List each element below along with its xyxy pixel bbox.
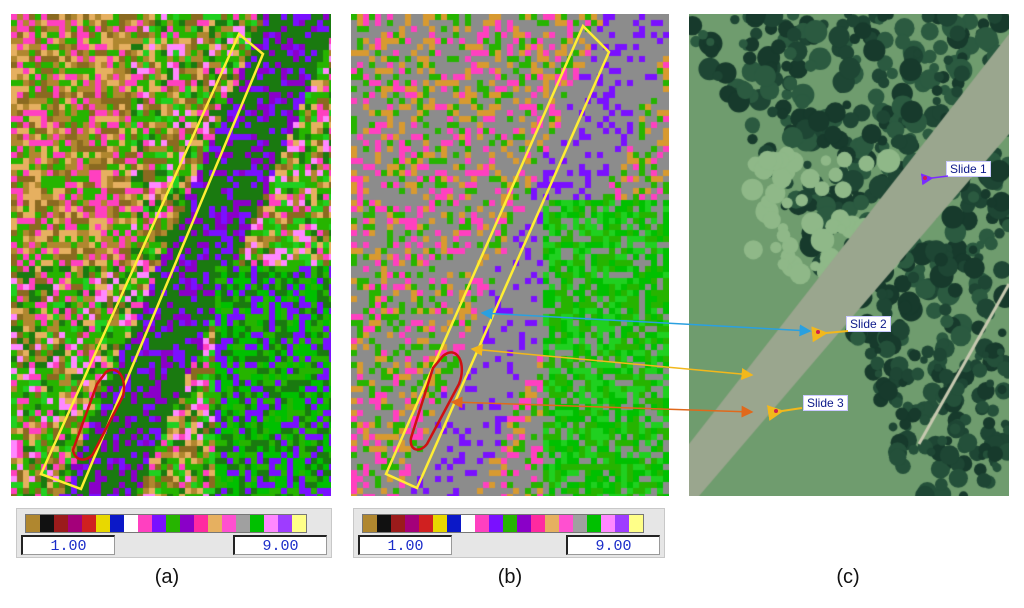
slide-1-marker — [923, 176, 927, 180]
study-strip-boundary — [384, 23, 611, 490]
panel-caption-a: (a) — [154, 566, 180, 588]
study-strip-boundary — [39, 31, 265, 491]
legend-swatch — [629, 515, 643, 532]
legend-swatch — [545, 515, 559, 532]
legend-swatch — [250, 515, 264, 532]
legend-color-strip — [25, 514, 307, 533]
legend-swatch — [40, 515, 54, 532]
arrow-blue — [480, 307, 812, 337]
legend-min-value: 1.00 — [21, 535, 115, 555]
legend-swatch — [222, 515, 236, 532]
color-legend-a: 1.00 9.00 — [16, 508, 332, 558]
legend-swatch — [405, 515, 419, 532]
legend-swatch — [194, 515, 208, 532]
legend-swatch — [391, 515, 405, 532]
legend-swatch — [292, 515, 306, 532]
slide-1-pointer — [920, 173, 949, 186]
panel-caption-b: (b) — [497, 566, 523, 588]
legend-swatch — [615, 515, 629, 532]
legend-swatch — [461, 515, 475, 532]
legend-swatch — [26, 515, 40, 532]
legend-min-value: 1.00 — [358, 535, 452, 555]
aerial-photo: Slide 1 Slide 2 Slide 3 — [689, 14, 1009, 496]
legend-swatch — [124, 515, 138, 532]
legend-swatch — [517, 515, 531, 532]
legend-max-value: 9.00 — [233, 535, 327, 555]
legend-swatch — [110, 515, 124, 532]
legend-swatch — [54, 515, 68, 532]
legend-swatch — [587, 515, 601, 532]
legend-swatch — [138, 515, 152, 532]
legend-swatch — [503, 515, 517, 532]
legend-color-strip — [362, 514, 644, 533]
legend-swatch — [208, 515, 222, 532]
classification-raster-a — [11, 14, 331, 496]
slide-3-label: Slide 3 — [803, 395, 848, 411]
legend-swatch — [264, 515, 278, 532]
legend-swatch — [236, 515, 250, 532]
slide-boundary — [71, 368, 126, 461]
legend-swatch — [166, 515, 180, 532]
slide-2-label: Slide 2 — [846, 316, 891, 332]
slide-3-pointer — [766, 405, 803, 421]
legend-swatch — [433, 515, 447, 532]
legend-swatch — [278, 515, 292, 532]
overlay-b — [384, 23, 611, 490]
color-legend-b: 1.00 9.00 — [353, 508, 665, 558]
legend-max-value: 9.00 — [566, 535, 660, 555]
legend-swatch — [68, 515, 82, 532]
legend-swatch — [489, 515, 503, 532]
arrow-orange — [450, 396, 754, 418]
legend-swatch — [559, 515, 573, 532]
legend-swatch — [180, 515, 194, 532]
slide-2-marker — [816, 330, 820, 334]
arrow-yellow — [470, 343, 754, 381]
slide-2-pointer — [811, 326, 849, 343]
legend-swatch — [419, 515, 433, 532]
classified-map-a — [11, 14, 331, 496]
legend-swatch — [475, 515, 489, 532]
legend-swatch — [377, 515, 391, 532]
legend-swatch — [96, 515, 110, 532]
legend-swatch — [447, 515, 461, 532]
legend-swatch — [531, 515, 545, 532]
panel-caption-c: (c) — [836, 566, 860, 588]
legend-swatch — [601, 515, 615, 532]
overlay-a — [39, 31, 265, 491]
slide-3-marker — [774, 409, 778, 413]
legend-swatch — [82, 515, 96, 532]
legend-swatch — [152, 515, 166, 532]
legend-swatch — [363, 515, 377, 532]
legend-swatch — [573, 515, 587, 532]
slide-1-label: Slide 1 — [946, 161, 991, 177]
slide-boundary — [409, 351, 464, 451]
